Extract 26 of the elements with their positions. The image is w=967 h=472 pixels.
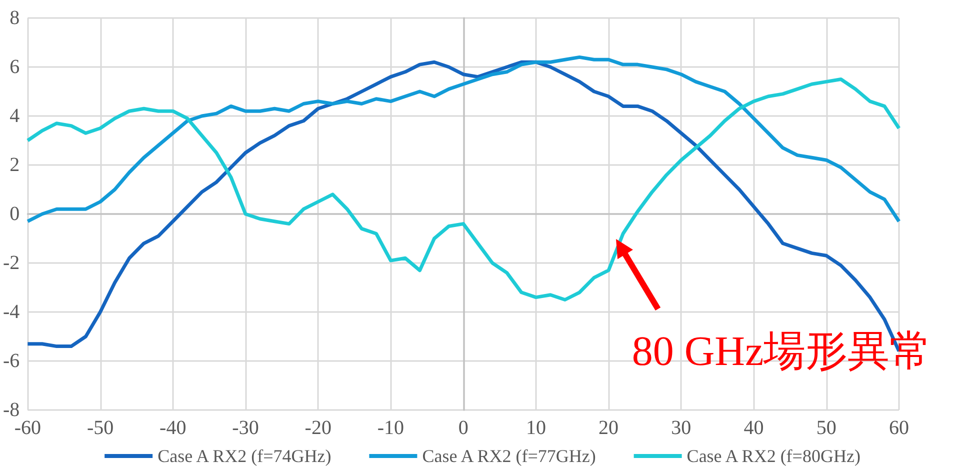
y-tick-label: 6: [10, 56, 20, 78]
y-tick-label: 4: [10, 105, 20, 127]
x-tick-label: 0: [458, 417, 468, 439]
y-tick-label: 8: [10, 7, 20, 29]
x-tick-label: 10: [526, 417, 546, 439]
line-series: [26, 55, 901, 224]
x-tick-label: 60: [889, 417, 909, 439]
x-tick-label: 20: [598, 417, 619, 439]
x-tick-label: -50: [86, 417, 114, 439]
y-tick-label: -2: [2, 252, 20, 274]
x-tick-label: 50: [816, 417, 836, 439]
x-tick-label: 40: [744, 417, 764, 439]
x-tick-label: -20: [304, 417, 332, 439]
legend-label: Case A RX2 (f=80GHz): [686, 446, 860, 466]
legend-label: Case A RX2 (f=74GHz): [158, 446, 332, 466]
y-tick-label: 0: [10, 203, 20, 225]
line-series: [26, 78, 901, 302]
y-tick-label: -6: [2, 350, 20, 372]
annotation: 80 GHz場形異常: [632, 328, 932, 374]
x-tick-label: -10: [377, 417, 404, 439]
x-tick-label: 30: [671, 417, 692, 439]
legend-label: Case A RX2 (f=77GHz): [422, 446, 596, 466]
y-tick-label: -4: [2, 301, 20, 323]
y-tick-label: 2: [10, 154, 20, 176]
x-tick-label: -30: [232, 417, 259, 439]
x-tick-label: -40: [160, 417, 186, 439]
